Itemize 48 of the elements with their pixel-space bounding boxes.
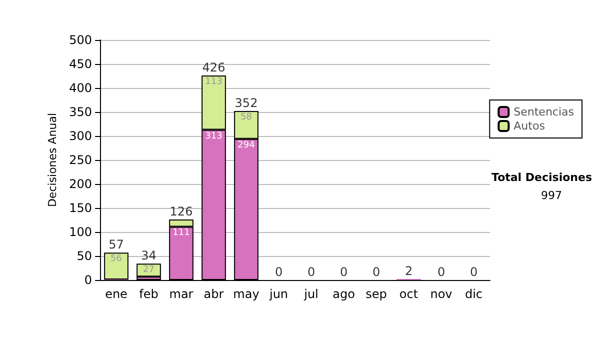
x-tick-label: jul [303,287,318,301]
total-label: 0 [437,265,446,279]
x-tick-label: nov [430,287,452,301]
x-tick-label: dic [464,287,483,301]
y-tick-label: 250 [69,153,92,167]
legend-label: Sentencias [514,106,574,118]
x-tick-label: feb [139,287,158,301]
y-tick-label: 500 [69,33,92,47]
y-tick-label: 400 [69,81,92,95]
y-tick-label: 300 [69,129,92,143]
data-label: 58 [240,112,252,123]
total-label: 0 [274,265,283,279]
total-label: 57 [108,238,124,252]
total-label: 0 [372,265,380,279]
total-label: 2 [404,264,413,278]
y-axis-title: Decisiones Anual [46,112,59,208]
x-tick-label: abr [204,287,224,301]
x-tick-label: may [233,287,260,301]
x-tick-label: jun [268,287,288,301]
data-label: 56 [110,254,122,264]
x-tick-label: sep [366,287,387,301]
x-tick-label: mar [169,287,194,301]
total-label: 426 [202,60,226,75]
data-label: 111 [172,228,190,238]
x-tick-label: ene [105,287,128,301]
total-label: 352 [234,96,258,110]
data-label: 27 [143,265,154,276]
total-label: 0 [340,265,348,279]
text: 997 [541,189,562,202]
y-tick-label: 100 [69,225,92,239]
x-tick-label: ago [332,287,355,301]
y-tick-label: 350 [69,105,92,119]
x-tick-label: oct [399,287,418,301]
y-tick-label: 150 [69,201,92,215]
bar [136,264,161,277]
text: Total Decisiones [492,171,592,184]
data-label: 313 [205,131,222,142]
total-label: 0 [470,265,478,279]
total-label: 126 [170,204,193,219]
y-tick-label: 200 [69,177,92,191]
total-label: 0 [307,265,316,279]
y-tick-label: 0 [84,273,92,287]
total-label: 34 [141,248,156,263]
y-tick-label: 50 [76,249,92,263]
data-label: 113 [205,77,222,88]
data-label: 294 [238,140,256,150]
legend-label: Autos [514,120,546,132]
y-tick-label: 450 [69,57,92,71]
